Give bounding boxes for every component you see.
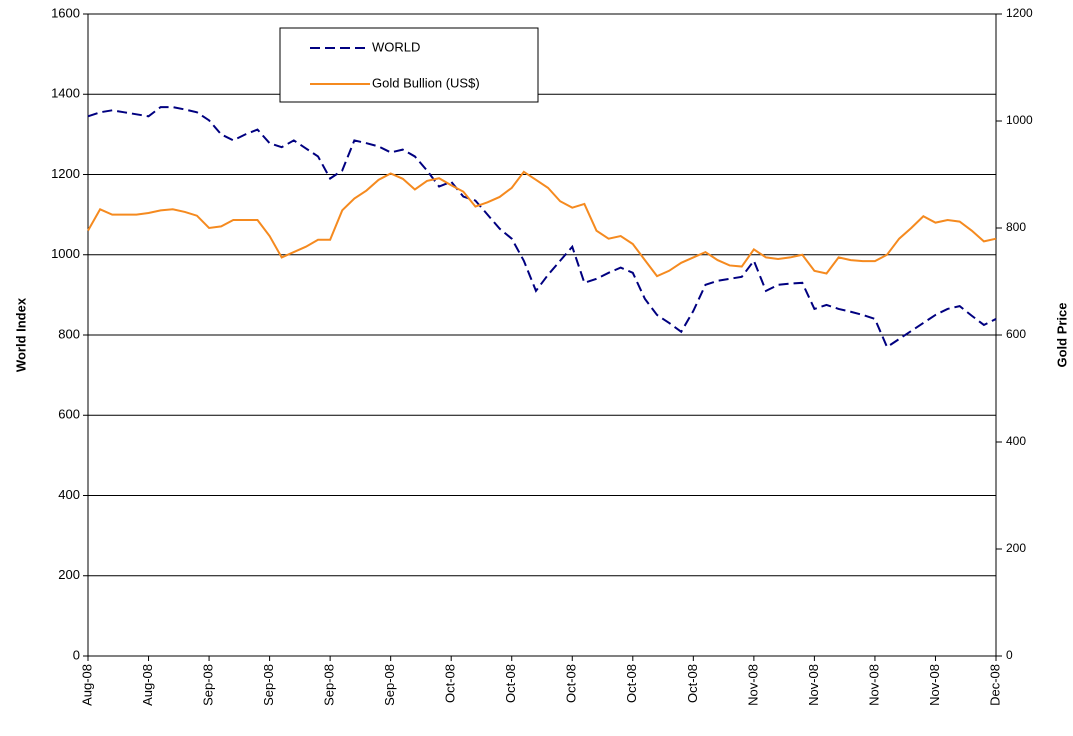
y-tick-label: 200 — [58, 567, 80, 582]
x-tick-label: Aug-08 — [140, 664, 155, 706]
x-tick-label: Nov-08 — [745, 664, 760, 706]
y-tick-label: 1600 — [51, 5, 80, 20]
x-tick-label: Nov-08 — [927, 664, 942, 706]
y2-tick-label: 800 — [1006, 220, 1026, 234]
series-line — [87, 170, 997, 278]
y2-tick-label: 1000 — [1006, 113, 1033, 127]
x-tick-label: Aug-08 — [79, 664, 94, 706]
legend-label: Gold Bullion (US$) — [372, 75, 480, 90]
y2-tick-label: 600 — [1006, 327, 1026, 341]
x-tick-label: Dec-08 — [987, 664, 1002, 706]
x-tick-label: Sep-08 — [322, 664, 337, 706]
y-axis-title: World Index — [13, 297, 28, 372]
y-tick-label: 1200 — [51, 166, 80, 181]
x-tick-label: Nov-08 — [806, 664, 821, 706]
x-tick-label: Nov-08 — [866, 664, 881, 706]
y2-tick-label: 0 — [1006, 648, 1013, 662]
y2-tick-label: 200 — [1006, 541, 1026, 555]
x-tick-label: Sep-08 — [201, 664, 216, 706]
x-tick-label: Sep-08 — [382, 664, 397, 706]
x-tick-label: Oct-08 — [503, 664, 518, 703]
legend-label: WORLD — [372, 39, 420, 54]
x-tick-label: Oct-08 — [624, 664, 639, 703]
y2-axis-title: Gold Price — [1054, 302, 1069, 367]
y-tick-label: 0 — [73, 647, 80, 662]
y-tick-label: 1400 — [51, 86, 80, 101]
x-tick-label: Oct-08 — [685, 664, 700, 703]
y2-tick-label: 400 — [1006, 434, 1026, 448]
x-tick-label: Oct-08 — [443, 664, 458, 703]
legend-box — [279, 27, 539, 103]
y-tick-label: 600 — [58, 407, 80, 422]
y-tick-label: 1000 — [51, 246, 80, 261]
y-tick-label: 400 — [58, 487, 80, 502]
y2-tick-label: 1200 — [1006, 6, 1033, 20]
x-tick-label: Oct-08 — [564, 664, 579, 703]
x-tick-label: Sep-08 — [261, 664, 276, 706]
y-tick-label: 800 — [58, 326, 80, 341]
series-line — [87, 106, 997, 349]
